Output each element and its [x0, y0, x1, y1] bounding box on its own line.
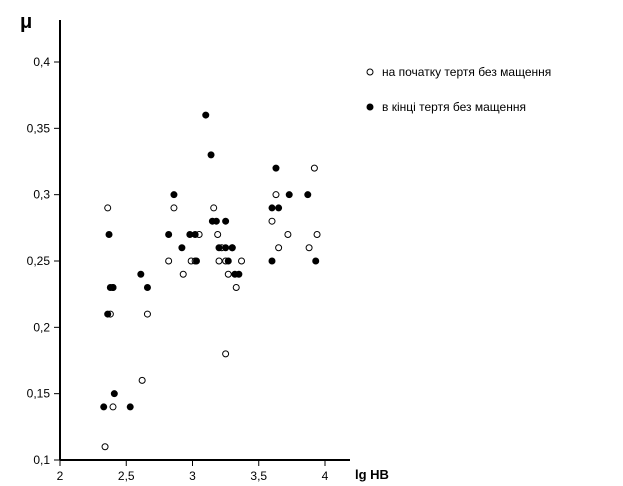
data-point-end	[137, 270, 145, 278]
legend-label-end: в кінці тертя без мащення	[382, 100, 526, 114]
data-point-start	[210, 204, 218, 212]
data-point-end	[268, 204, 276, 212]
y-tick-label: 0,35	[27, 121, 51, 135]
data-point-end	[224, 257, 232, 265]
data-point-start	[224, 270, 232, 278]
data-point-end	[165, 230, 173, 238]
data-point-end	[170, 191, 178, 199]
legend-marker-filled	[366, 103, 374, 111]
data-point-end	[222, 217, 230, 225]
data-point-start	[310, 164, 318, 172]
x-tick-label: 2,5	[118, 469, 135, 483]
data-point-end	[304, 191, 312, 199]
data-point-end	[272, 164, 280, 172]
data-point-start	[305, 244, 313, 252]
data-point-start	[215, 257, 223, 265]
legend-label-start: на початку тертя без мащення	[382, 65, 551, 79]
data-point-start	[313, 230, 321, 238]
legend: на початку тертя без мащення в кінці тер…	[366, 65, 551, 114]
x-ticks: 2 2,5 3 3,5 4	[57, 460, 329, 483]
data-points	[100, 111, 321, 451]
data-point-end	[312, 257, 320, 265]
data-point-start	[101, 443, 109, 451]
y-tick-label: 0,4	[33, 55, 50, 69]
data-point-end	[222, 244, 230, 252]
data-point-end	[109, 284, 117, 292]
data-point-end	[143, 284, 151, 292]
data-point-end	[104, 310, 112, 318]
data-point-start	[268, 217, 276, 225]
x-tick-label: 2	[57, 469, 64, 483]
data-point-start	[222, 350, 230, 358]
data-point-end	[212, 217, 220, 225]
x-tick-label: 3	[189, 469, 196, 483]
y-ticks: 0,1 0,15 0,2 0,25 0,3 0,35 0,4	[27, 55, 60, 467]
data-point-end	[235, 270, 243, 278]
data-point-start	[232, 284, 240, 292]
data-point-start	[104, 204, 112, 212]
y-tick-label: 0,25	[27, 254, 51, 268]
data-point-end	[275, 204, 283, 212]
y-axis-title: μ	[20, 11, 32, 33]
data-point-end	[105, 230, 113, 238]
x-tick-label: 3,5	[250, 469, 267, 483]
data-point-start	[109, 403, 117, 411]
x-axis-title: lg HB	[355, 467, 389, 482]
data-point-start	[214, 230, 222, 238]
y-tick-label: 0,2	[33, 320, 50, 334]
data-point-end	[100, 403, 108, 411]
y-tick-label: 0,15	[27, 387, 51, 401]
data-point-end	[192, 257, 200, 265]
data-point-end	[191, 230, 199, 238]
data-point-end	[202, 111, 210, 119]
data-point-start	[272, 191, 280, 199]
data-point-start	[238, 257, 246, 265]
data-point-start	[179, 270, 187, 278]
y-tick-label: 0,3	[33, 188, 50, 202]
data-point-start	[275, 244, 283, 252]
data-point-start	[143, 310, 151, 318]
data-point-end	[207, 151, 215, 159]
data-point-start	[165, 257, 173, 265]
data-point-start	[284, 230, 292, 238]
axes	[59, 20, 350, 461]
data-point-start	[170, 204, 178, 212]
data-point-end	[285, 191, 293, 199]
data-point-start	[138, 376, 146, 384]
data-point-end	[228, 244, 236, 252]
data-point-end	[126, 403, 134, 411]
x-tick-label: 4	[322, 469, 329, 483]
y-tick-label: 0,1	[33, 453, 50, 467]
legend-marker-open	[366, 68, 374, 76]
data-point-end	[178, 244, 186, 252]
data-point-end	[110, 390, 118, 398]
data-point-end	[215, 244, 223, 252]
data-point-end	[268, 257, 276, 265]
